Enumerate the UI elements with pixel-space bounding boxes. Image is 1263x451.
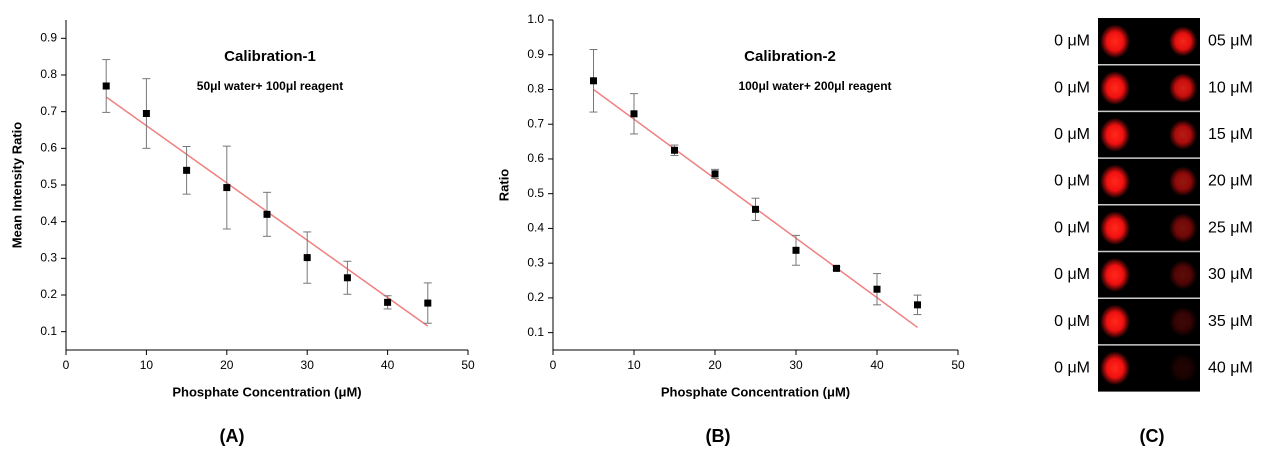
x-tick-label: 50: [951, 358, 965, 372]
point: [263, 210, 271, 218]
point: [630, 110, 638, 118]
chart-title: Calibration-2: [744, 48, 836, 65]
y-tick-label: 0.7: [527, 116, 544, 130]
spot-control: [1100, 257, 1130, 292]
point: [303, 254, 311, 262]
row-label-left: 0 μM: [1054, 219, 1090, 236]
x-axis-label: Phosphate Concentration (μM): [172, 384, 361, 399]
y-tick-label: 0.3: [527, 255, 544, 269]
y-tick-label: 0.4: [40, 214, 57, 228]
y-tick-label: 0.1: [40, 324, 57, 338]
spot-sample: [1169, 306, 1197, 337]
y-tick-label: 0.6: [40, 141, 57, 155]
point: [792, 246, 800, 254]
y-tick-label: 0.5: [40, 177, 57, 191]
spot-sample: [1169, 353, 1197, 384]
chart-title: Calibration-1: [224, 48, 316, 65]
spot-control: [1100, 71, 1130, 106]
point: [833, 264, 840, 272]
y-tick-label: 0.4: [527, 221, 544, 235]
row-label-right: 05 μM: [1208, 33, 1253, 50]
x-tick-label: 0: [550, 358, 557, 372]
y-axis-label: Mean Intensity Ratio: [9, 122, 24, 248]
y-tick-label: 0.8: [40, 67, 57, 81]
row-label-left: 0 μM: [1054, 313, 1090, 330]
row-label-left: 0 μM: [1054, 126, 1090, 143]
chart-subtitle: 100μl water+ 200μl reagent: [738, 79, 891, 93]
spot-sample: [1169, 259, 1197, 290]
y-tick-label: 0.7: [40, 104, 57, 118]
y-tick-label: 0.2: [40, 287, 57, 301]
spot-control: [1100, 211, 1130, 246]
point: [711, 170, 719, 178]
point: [914, 301, 921, 309]
row-label-left: 0 μM: [1054, 359, 1090, 376]
panel-caption: (C): [1140, 426, 1165, 446]
x-tick-label: 40: [870, 358, 884, 372]
x-tick-label: 20: [708, 358, 722, 372]
y-tick-label: 1.0: [527, 12, 544, 26]
spot-sample: [1169, 119, 1197, 150]
spot-sample: [1169, 166, 1197, 197]
y-tick-label: 0.5: [527, 186, 544, 200]
point: [873, 285, 881, 293]
x-tick-label: 30: [789, 358, 803, 372]
x-tick-label: 0: [63, 358, 70, 372]
x-tick-label: 50: [461, 358, 475, 372]
point: [183, 166, 191, 174]
row-label-left: 0 μM: [1054, 266, 1090, 283]
row-label-right: 10 μM: [1208, 79, 1253, 96]
x-tick-label: 40: [381, 358, 395, 372]
row-label-right: 20 μM: [1208, 173, 1253, 190]
row-label-right: 25 μM: [1208, 219, 1253, 236]
spot-sample: [1169, 73, 1197, 104]
spot-control: [1100, 24, 1130, 59]
point: [343, 274, 351, 282]
y-axis-label: Ratio: [496, 169, 511, 202]
row-label-right: 35 μM: [1208, 313, 1253, 330]
x-tick-label: 10: [627, 358, 641, 372]
point: [102, 82, 110, 90]
spot-sample: [1169, 26, 1197, 57]
x-tick-label: 10: [140, 358, 154, 372]
row-label-right: 15 μM: [1208, 126, 1253, 143]
spot-control: [1100, 304, 1130, 339]
chart-subtitle: 50μl water+ 100μl reagent: [197, 79, 343, 93]
spot-control: [1100, 117, 1130, 152]
y-tick-label: 0.6: [527, 151, 544, 165]
y-tick-label: 0.2: [527, 290, 544, 304]
y-tick-label: 0.9: [527, 47, 544, 61]
spot-control: [1100, 164, 1130, 199]
point: [142, 110, 150, 117]
spot-sample: [1169, 213, 1197, 244]
y-tick-label: 0.1: [527, 325, 544, 339]
row-label-right: 40 μM: [1208, 359, 1253, 376]
row-label-left: 0 μM: [1054, 79, 1090, 96]
y-tick-label: 0.3: [40, 251, 57, 265]
point: [752, 205, 759, 213]
x-tick-label: 20: [220, 358, 234, 372]
spot-control: [1100, 351, 1130, 386]
y-tick-label: 0.8: [527, 82, 544, 96]
x-tick-label: 30: [301, 358, 315, 372]
point: [223, 184, 231, 192]
point: [590, 77, 597, 85]
point: [424, 299, 432, 307]
panel-caption: (B): [706, 426, 731, 446]
y-tick-label: 0.9: [40, 31, 57, 45]
x-axis-label: Phosphate Concentration (μM): [661, 384, 850, 399]
point: [671, 146, 678, 154]
point: [384, 298, 392, 306]
row-label-right: 30 μM: [1208, 266, 1253, 283]
row-label-left: 0 μM: [1054, 33, 1090, 50]
panel-caption: (A): [220, 426, 245, 446]
row-label-left: 0 μM: [1054, 173, 1090, 190]
